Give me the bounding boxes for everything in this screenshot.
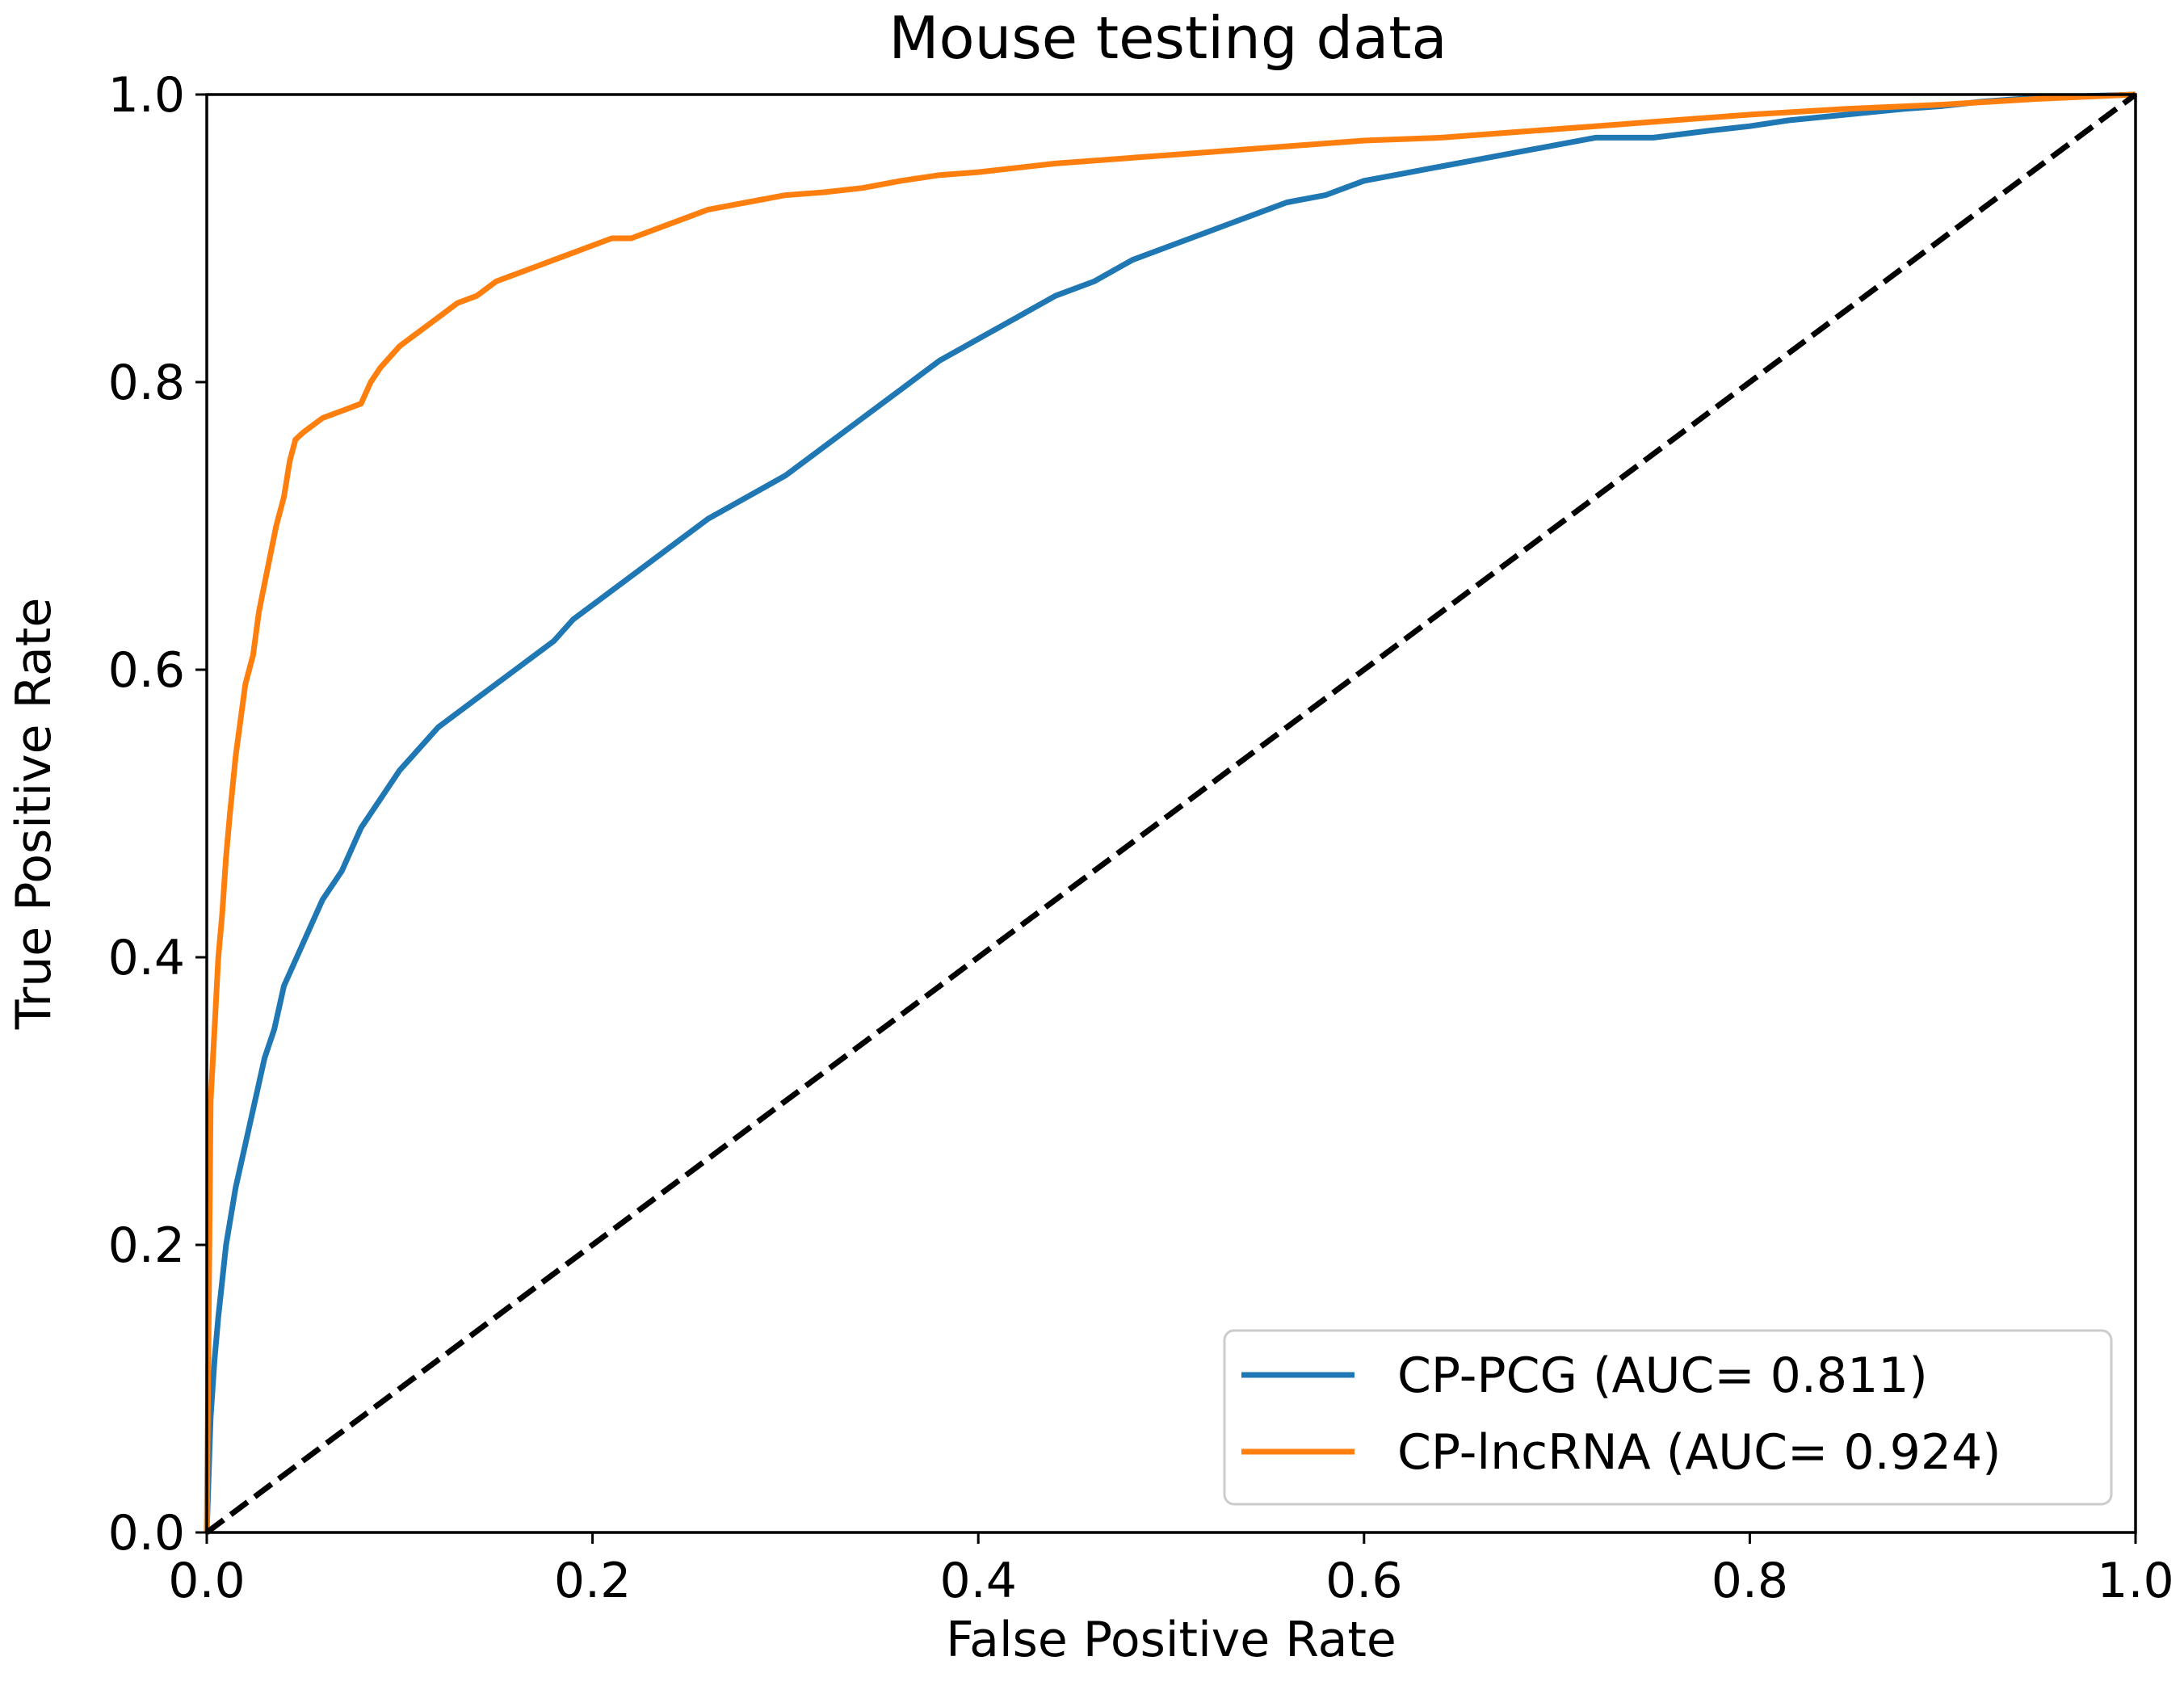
y-tick-label: 0.6 [108,642,185,699]
y-tick-label: 0.8 [108,355,185,411]
y-tick-label: 1.0 [108,67,185,124]
y-tick-label: 0.4 [108,930,185,986]
x-tick-label: 0.4 [939,1553,1016,1609]
line-cp-lncrna [204,91,2136,1533]
line-chance-diagonal [204,92,2138,1535]
y-axis-label: True Positive Rate [6,598,62,1030]
line-cp-pcg [204,91,2136,1533]
legend-label-cp-lncrna: CP-lncRNA (AUC= 0.924) [1397,1424,2001,1481]
x-tick-label: 1.0 [2097,1553,2174,1609]
y-axis-ticks: 0.0 0.2 0.4 0.6 0.8 1.0 [108,67,207,1562]
x-tick-label: 0.2 [554,1553,631,1609]
legend-label-cp-pcg: CP-PCG (AUC= 0.811) [1397,1347,1928,1404]
legend: CP-PCG (AUC= 0.811) CP-lncRNA (AUC= 0.92… [1223,1329,2113,1506]
x-tick-label: 0.6 [1325,1553,1402,1609]
chart-title: Mouse testing data [888,4,1447,72]
x-tick-label: 0.8 [1712,1553,1788,1609]
x-axis-ticks: 0.0 0.2 0.4 0.6 0.8 1.0 [168,1532,2174,1609]
x-tick-label: 0.0 [168,1553,245,1609]
x-axis-label: False Positive Rate [946,1612,1396,1668]
plot-frame [205,93,2137,1534]
y-tick-label: 0.2 [108,1217,185,1274]
y-tick-label: 0.0 [108,1505,185,1562]
plot-lines [204,91,2138,1535]
legend-box [1223,1329,2113,1506]
